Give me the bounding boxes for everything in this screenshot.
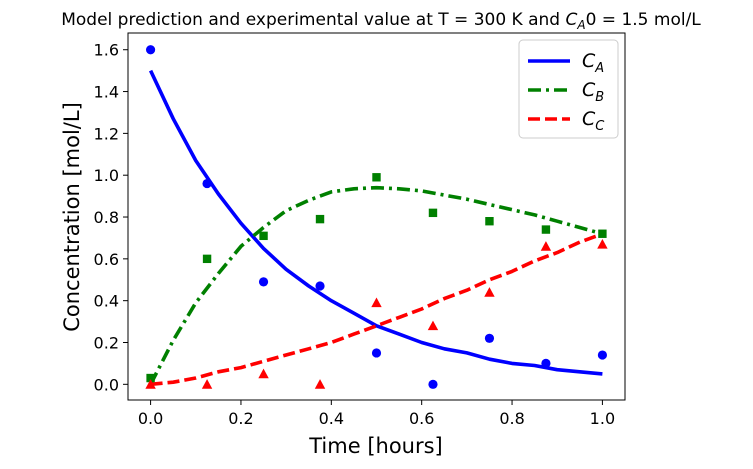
model-line-cb (148, 185, 603, 386)
x-tick-label: 0.8 (499, 409, 524, 428)
x-axis: 0.0 0.2 0.4 0.6 0.8 1.0 (138, 400, 615, 428)
y-tick-label: 1.4 (94, 83, 119, 102)
y-tick-label: 0.8 (94, 208, 119, 227)
y-tick-label: 0.6 (94, 250, 119, 269)
legend-label-ca: CA (582, 50, 604, 76)
data-point-cc (201, 379, 213, 389)
legend-label-cc: CC (582, 108, 605, 134)
data-point-ca (484, 333, 495, 343)
y-tick-label: 1.0 (94, 166, 119, 185)
data-point-cb (315, 214, 325, 224)
plot-frame (127, 32, 626, 401)
data-point-cc (484, 287, 495, 297)
legend-label-cb: CB (582, 79, 604, 105)
y-axis-label: Concentration [mol/L] (60, 102, 84, 332)
x-tick-label: 1.0 (590, 409, 615, 428)
x-tick-label: 0.4 (319, 409, 344, 428)
legend-box (518, 39, 619, 139)
y-tick-label: 0.0 (94, 375, 119, 394)
data-point-cc (314, 379, 326, 389)
x-tick-label: 0.0 (138, 409, 163, 428)
data-point-cc (258, 368, 269, 379)
data-point-cb (428, 208, 438, 218)
chart-title: Model prediction and experimental value … (61, 10, 701, 32)
data-point-cc (597, 239, 608, 249)
y-tick-label: 0.4 (94, 292, 119, 311)
data-point-cb (372, 173, 381, 182)
data-point-ca (315, 281, 325, 291)
data-point-cb (259, 231, 268, 241)
legend: CA CB CC (518, 39, 619, 139)
data-point-cc (427, 320, 439, 331)
y-tick-label: 1.2 (94, 124, 119, 143)
data-point-ca (541, 358, 551, 369)
data-point-ca (428, 379, 438, 389)
data-point-cb (485, 217, 494, 226)
data-point-ca (202, 178, 212, 189)
data-point-ca (145, 45, 156, 55)
y-tick-label: 1.6 (94, 41, 119, 60)
data-point-cc (540, 241, 552, 251)
y-axis: 0.0 0.2 0.4 0.6 0.8 1.0 1.2 1.4 1.6 (94, 41, 128, 394)
plot-content (145, 45, 608, 389)
data-point-cc (371, 297, 382, 308)
x-axis-label: Time [hours] (308, 434, 443, 458)
data-point-cc (145, 379, 156, 389)
data-point-cb (202, 254, 212, 264)
x-tick-label: 0.6 (409, 409, 434, 428)
model-line-cc (150, 232, 604, 387)
data-point-ca (258, 277, 269, 287)
data-point-ca (371, 348, 382, 358)
x-tick-label: 0.2 (228, 409, 253, 428)
y-tick-label: 0.2 (94, 333, 119, 352)
data-point-cb (146, 373, 155, 383)
data-point-cb (541, 225, 551, 234)
model-line-ca (148, 69, 603, 376)
data-point-cb (598, 229, 607, 238)
data-point-ca (597, 350, 608, 360)
